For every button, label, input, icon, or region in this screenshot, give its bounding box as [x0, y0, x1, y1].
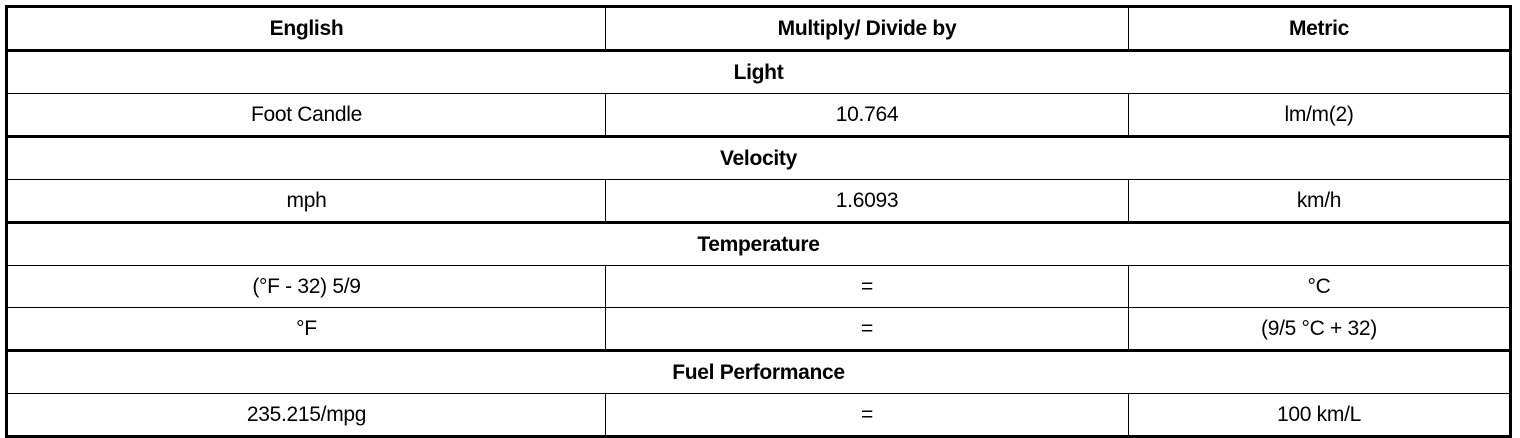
section-row-temperature: Temperature — [6, 221, 1511, 266]
section-title: Temperature — [6, 221, 1511, 266]
factor-cell: = — [605, 265, 1129, 308]
section-title: Fuel Performance — [6, 349, 1511, 394]
english-cell: 235.215/mpg — [6, 393, 606, 437]
metric-cell: °C — [1128, 265, 1511, 308]
english-cell: (°F - 32) 5/9 — [6, 265, 606, 308]
table-row: Foot Candle 10.764 lm/m(2) — [6, 93, 1511, 137]
table-row: (°F - 32) 5/9 = °C — [6, 265, 1511, 308]
table-row: mph 1.6093 km/h — [6, 179, 1511, 223]
factor-cell: 10.764 — [605, 93, 1129, 137]
conversion-table: English Multiply/ Divide by Metric Light… — [5, 5, 1512, 438]
english-cell: mph — [6, 179, 606, 223]
factor-cell: = — [605, 393, 1129, 437]
english-cell: Foot Candle — [6, 93, 606, 137]
english-cell: °F — [6, 307, 606, 351]
factor-cell: 1.6093 — [605, 179, 1129, 223]
section-row-velocity: Velocity — [6, 135, 1511, 180]
header-english: English — [6, 6, 606, 52]
section-title: Velocity — [6, 135, 1511, 180]
section-row-light: Light — [6, 50, 1511, 94]
metric-cell: lm/m(2) — [1128, 93, 1511, 137]
header-metric: Metric — [1128, 6, 1511, 52]
table-row: 235.215/mpg = 100 km/L — [6, 393, 1511, 437]
table-row: °F = (9/5 °C + 32) — [6, 307, 1511, 351]
factor-cell: = — [605, 307, 1129, 351]
metric-cell: km/h — [1128, 179, 1511, 223]
header-multiply-divide: Multiply/ Divide by — [605, 6, 1129, 52]
metric-cell: 100 km/L — [1128, 393, 1511, 437]
section-row-fuel-performance: Fuel Performance — [6, 349, 1511, 394]
metric-cell: (9/5 °C + 32) — [1128, 307, 1511, 351]
section-title: Light — [6, 50, 1511, 94]
header-row: English Multiply/ Divide by Metric — [6, 6, 1511, 52]
